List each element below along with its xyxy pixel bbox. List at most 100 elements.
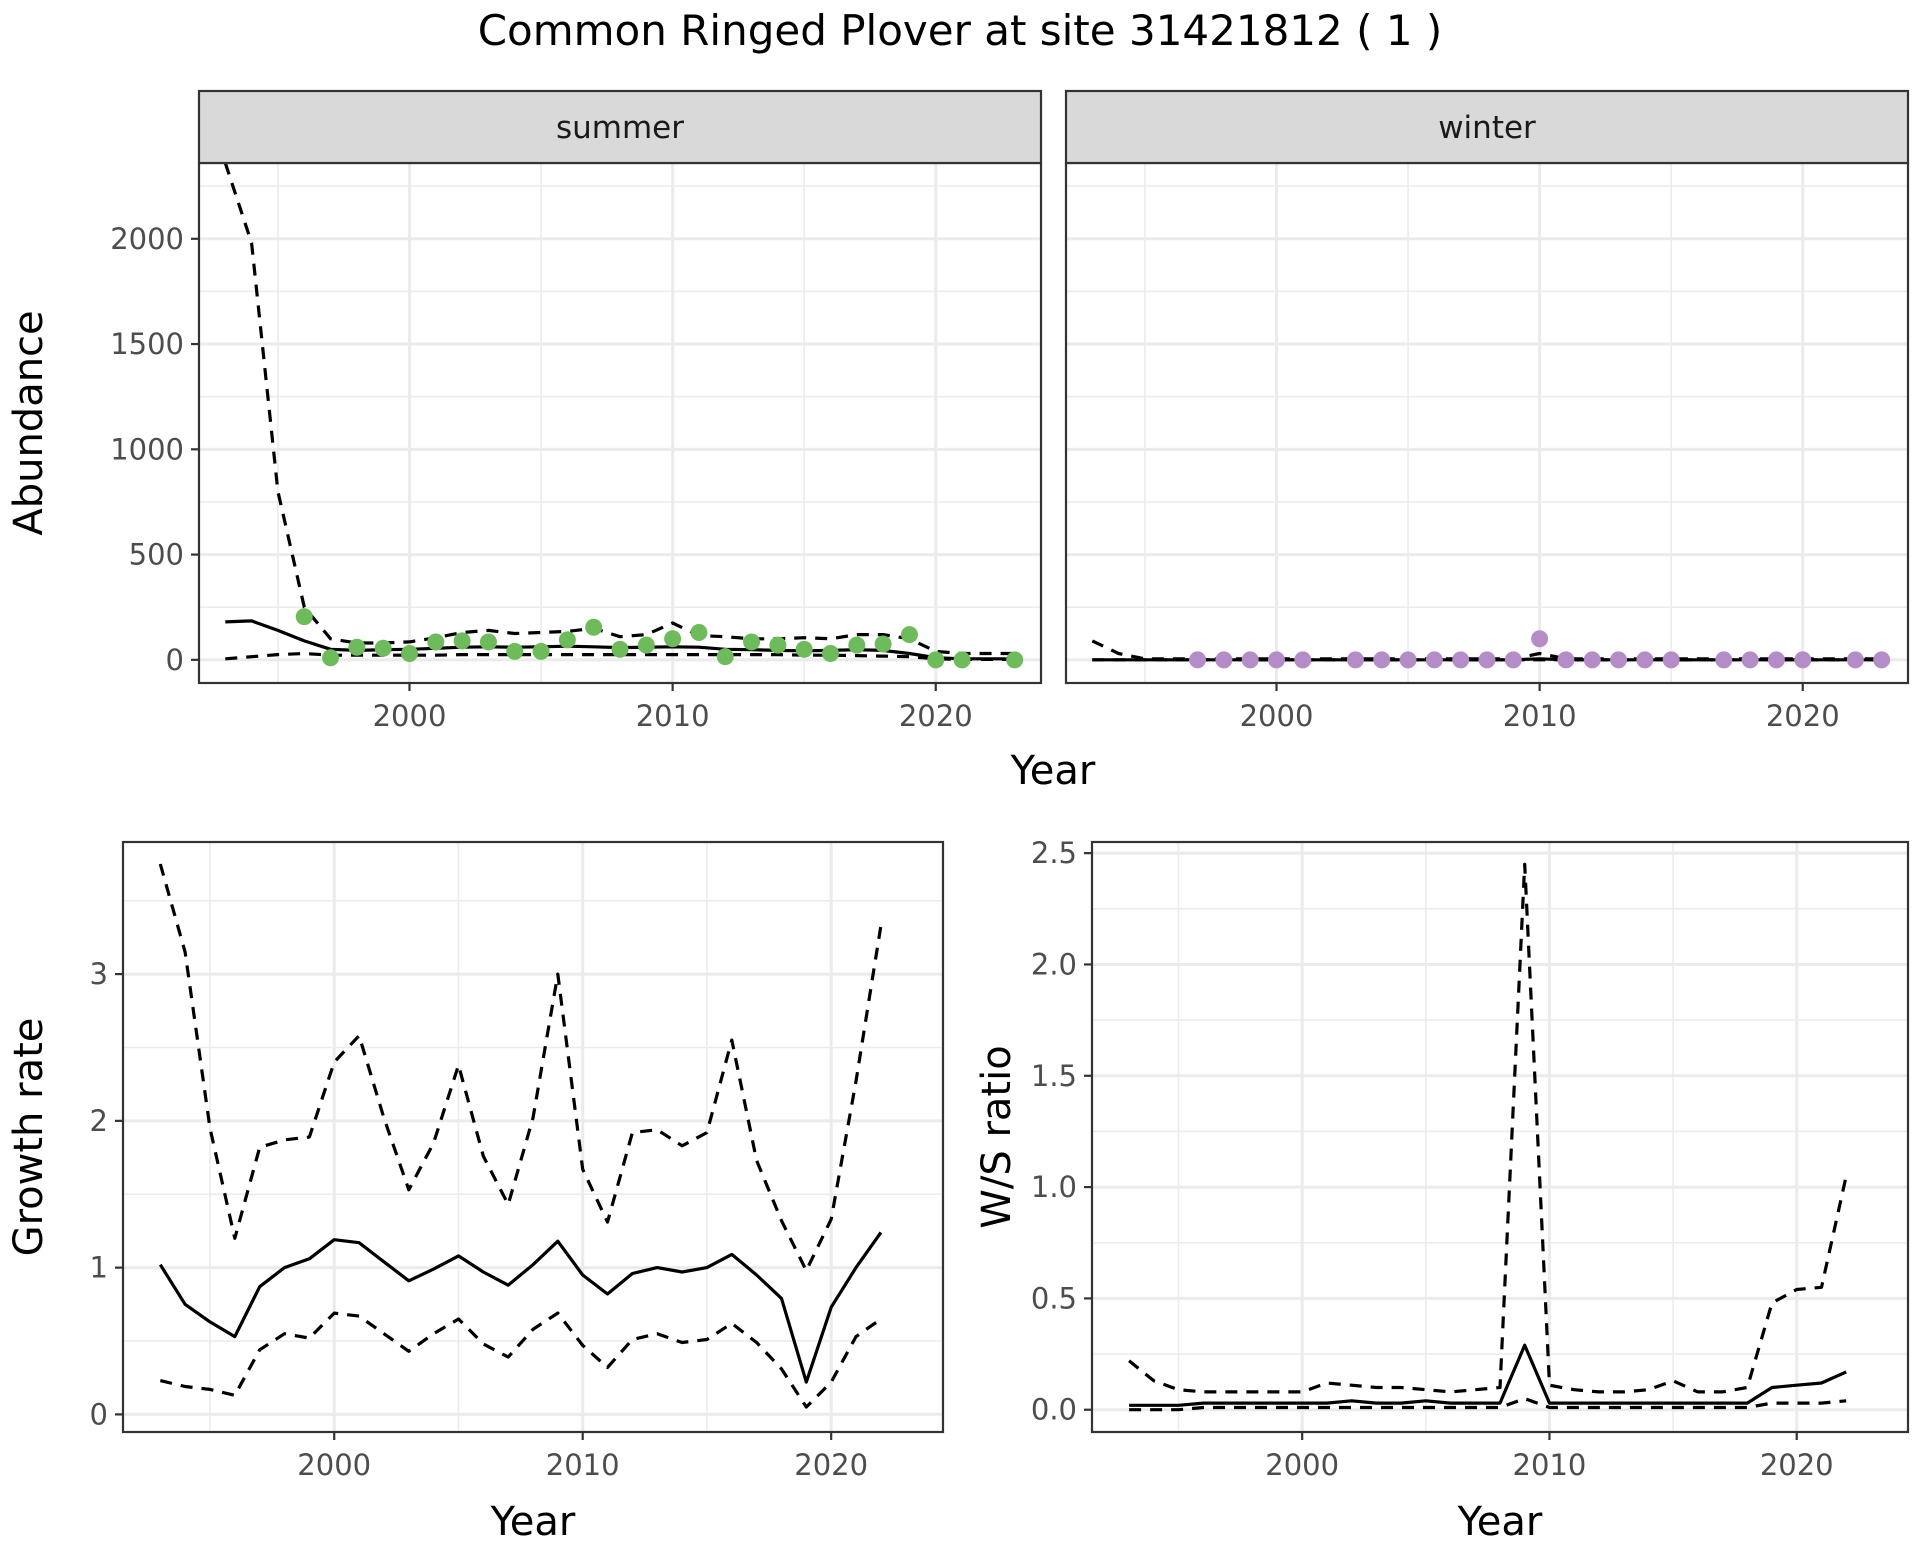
- panel-summer-data-point: [295, 608, 313, 626]
- panel-summer-data-point: [585, 618, 603, 636]
- panel-summer-data-point: [848, 636, 866, 654]
- panel-summer-data-point: [322, 649, 340, 667]
- panel-ws_ratio-series-lower: [1129, 1396, 1847, 1412]
- panel-ws_ratio-y-tick-label: 2.0: [1031, 947, 1077, 981]
- panel-winter-data-point: [1794, 651, 1812, 669]
- panel-summer-data-point: [664, 630, 682, 648]
- panel-summer-strip: [197, 89, 1043, 165]
- panel-winter-x-tick-label: 2020: [1766, 699, 1840, 733]
- panel-growth-series-lower: [159, 1311, 882, 1409]
- panel-summer-y-tick-label: 1500: [110, 327, 184, 361]
- panel-winter-data-point: [1399, 651, 1417, 669]
- panel-summer-data-point: [479, 633, 497, 651]
- panel-summer-data-point: [558, 631, 576, 649]
- panel-growth-x-tick-label: 2020: [794, 1448, 868, 1482]
- panel-ws_ratio-series-upper: [1128, 862, 1848, 1394]
- panel-growth-series-upper: [158, 863, 883, 1273]
- panel-summer-data-point: [900, 626, 918, 644]
- panel-summer-data-point: [374, 639, 392, 657]
- panel-winter-background: [1066, 163, 1908, 683]
- panel-winter-data-point: [1452, 651, 1470, 669]
- figure-title: Common Ringed Plover at site 31421812 ( …: [477, 6, 1443, 55]
- panel-ws_ratio-y-axis-title: W/S ratio: [974, 1045, 1020, 1228]
- panel-summer-data-point: [611, 640, 629, 658]
- panel-winter-data-point: [1189, 651, 1207, 669]
- panel-winter-data-point: [1767, 651, 1785, 669]
- panel-winter-data-point: [1373, 651, 1391, 669]
- panel-summer-data-point: [637, 636, 655, 654]
- panel-summer-background: [199, 163, 1041, 683]
- panel-summer-y-tick-label: 500: [129, 538, 184, 572]
- panel-winter-strip: [1064, 89, 1910, 165]
- panel-summer-data-point: [348, 638, 366, 656]
- panel-growth-x-axis-title: Year: [490, 1499, 576, 1545]
- panel-summer-x-tick-label: 2000: [373, 699, 447, 733]
- panel-ws_ratio-x-tick-label: 2020: [1760, 1448, 1834, 1482]
- panel-growth-x-tick-label: 2000: [297, 1448, 371, 1482]
- panel-growth-background: [123, 842, 943, 1432]
- panel-summer-x-tick-label: 2020: [899, 699, 973, 733]
- panel-summer-data-point: [427, 633, 445, 651]
- panel-growth-y-axis-title: Growth rate: [6, 1018, 52, 1257]
- panel-summer-series-upper: [223, 162, 1015, 656]
- panel-summer-data-point: [532, 642, 550, 660]
- panel-summer-data-point: [769, 636, 787, 654]
- panel-winter-data-point: [1268, 651, 1285, 669]
- panel-summer-data-point: [716, 648, 734, 666]
- panel-winter-data-point: [1294, 651, 1312, 669]
- panel-winter-data-point: [1478, 651, 1496, 669]
- panel-winter-data-point: [1873, 651, 1891, 669]
- panel-winter-x-tick-label: 2010: [1503, 699, 1577, 733]
- top-y-axis-title: Abundance: [6, 310, 52, 535]
- panel-summer-strip-label: summer: [556, 110, 684, 146]
- panel-winter-data-point: [1241, 651, 1259, 669]
- panel-growth-x-tick-label: 2010: [546, 1448, 620, 1482]
- panel-winter-data-point: [1215, 651, 1233, 669]
- panel-ws_ratio-y-tick-label: 1.5: [1031, 1059, 1077, 1093]
- panel-ws_ratio-series-mean: [1129, 1343, 1847, 1407]
- panel-growth-y-tick-label: 0: [90, 1397, 108, 1431]
- panel-winter-data-point: [1715, 651, 1733, 669]
- panel-growth-border: [121, 840, 945, 1434]
- panel-ws_ratio-x-axis-title: Year: [1457, 1499, 1543, 1545]
- panel-summer-data-point: [401, 645, 418, 663]
- panel-winter-data-point: [1610, 651, 1628, 669]
- panel-summer-data-point: [874, 635, 892, 653]
- panel-winter-data-point: [1846, 651, 1864, 669]
- panel-ws_ratio-background: [1092, 842, 1908, 1432]
- panel-ws_ratio-x-tick-label: 2010: [1513, 1448, 1587, 1482]
- panel-winter-data-point: [1583, 651, 1601, 669]
- panel-growth-y-tick-label: 2: [90, 1104, 108, 1138]
- panel-summer-data-point: [822, 645, 839, 663]
- panel-ws_ratio-y-tick-label: 1.0: [1031, 1170, 1077, 1204]
- panel-summer-data-point: [1006, 651, 1024, 669]
- panel-summer-y-tick-label: 2000: [110, 222, 184, 256]
- panel-summer-y-tick-label: 0: [166, 643, 184, 677]
- panel-winter-data-point: [1557, 651, 1575, 669]
- panel-growth-y-tick-label: 3: [90, 957, 108, 991]
- panel-winter-strip-label: winter: [1438, 110, 1536, 146]
- panel-winter-data-point: [1531, 630, 1549, 648]
- panel-ws_ratio-border: [1090, 840, 1910, 1434]
- panel-winter-data-point: [1425, 651, 1443, 669]
- panel-summer-data-point: [453, 632, 471, 650]
- panel-ws_ratio-y-tick-label: 2.5: [1031, 836, 1077, 870]
- panel-ws_ratio-x-tick-label: 2000: [1265, 1448, 1339, 1482]
- panel-summer-data-point: [953, 651, 971, 669]
- panel-growth-y-tick-label: 1: [90, 1251, 108, 1285]
- panel-summer-data-point: [743, 633, 761, 651]
- panel-ws_ratio-y-tick-label: 0.0: [1031, 1393, 1077, 1427]
- panel-summer-data-point: [795, 640, 813, 658]
- panel-summer-y-tick-label: 1000: [110, 432, 184, 466]
- panel-winter-data-point: [1346, 651, 1364, 669]
- top-x-axis-title: Year: [1010, 748, 1096, 794]
- panel-winter-data-point: [1741, 651, 1759, 669]
- panel-winter-data-point: [1636, 651, 1654, 669]
- panel-ws_ratio-y-tick-label: 0.5: [1031, 1281, 1077, 1315]
- panel-summer-data-point: [506, 642, 524, 660]
- panel-summer-x-tick-label: 2010: [636, 699, 710, 733]
- panel-winter-data-point: [1504, 651, 1522, 669]
- panel-growth-series-mean: [158, 1231, 883, 1384]
